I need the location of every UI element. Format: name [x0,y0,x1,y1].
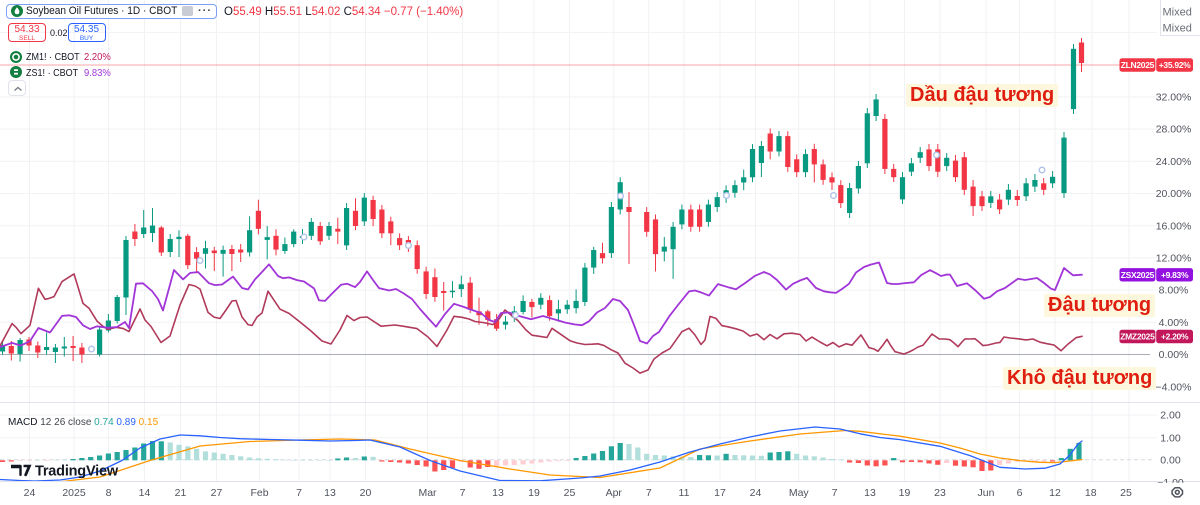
svg-text:6: 6 [1017,487,1023,499]
svg-text:12.00%: 12.00% [1156,253,1192,265]
svg-text:24: 24 [24,487,36,499]
svg-text:7: 7 [646,487,652,499]
svg-text:20.00%: 20.00% [1156,188,1192,200]
svg-text:32.00%: 32.00% [1156,92,1192,104]
svg-text:Mixed: Mixed [1163,22,1192,34]
svg-text:18: 18 [1085,487,1097,499]
svg-text:Feb: Feb [250,487,268,499]
svg-text:8: 8 [106,487,112,499]
svg-text:21: 21 [175,487,187,499]
svg-text:13: 13 [492,487,504,499]
svg-text:Mar: Mar [418,487,437,499]
svg-text:0.00: 0.00 [1160,454,1181,466]
svg-text:Mixed: Mixed [1163,6,1192,18]
svg-text:+9.83%: +9.83% [1161,270,1189,280]
svg-text:1.00: 1.00 [1160,432,1181,444]
svg-text:7: 7 [460,487,466,499]
svg-text:16.00%: 16.00% [1156,220,1192,232]
svg-text:13: 13 [864,487,876,499]
svg-text:2025: 2025 [62,487,86,499]
svg-text:12: 12 [1049,487,1061,499]
svg-text:8.00%: 8.00% [1159,285,1189,297]
svg-text:24: 24 [750,487,762,499]
svg-text:20: 20 [360,487,372,499]
svg-text:ZMZ2025: ZMZ2025 [1120,332,1155,342]
svg-text:19: 19 [899,487,911,499]
svg-text:7: 7 [296,487,302,499]
svg-text:4.00%: 4.00% [1159,317,1189,329]
svg-text:Jun: Jun [978,487,995,499]
svg-text:Apr: Apr [606,487,623,499]
svg-text:24.00%: 24.00% [1156,156,1192,168]
svg-text:TradingView: TradingView [35,463,119,478]
svg-text:0.00%: 0.00% [1159,349,1189,361]
svg-text:28.00%: 28.00% [1156,124,1192,136]
svg-text:2.00: 2.00 [1160,410,1181,422]
svg-text:+35.92%: +35.92% [1159,60,1191,70]
svg-text:May: May [789,487,810,499]
svg-text:ZLN2025: ZLN2025 [1121,60,1155,70]
svg-text:19: 19 [528,487,540,499]
svg-text:13: 13 [324,487,336,499]
svg-text:7: 7 [832,487,838,499]
svg-text:ZSX2025: ZSX2025 [1121,270,1155,280]
svg-text:11: 11 [679,487,690,499]
svg-text:25: 25 [1120,487,1132,499]
svg-text:27: 27 [211,487,223,499]
svg-text:+2.20%: +2.20% [1161,332,1189,342]
svg-text:17: 17 [714,487,726,499]
svg-text:25: 25 [564,487,576,499]
svg-text:14: 14 [139,487,151,499]
svg-text:−4.00%: −4.00% [1156,381,1192,393]
svg-text:23: 23 [934,487,946,499]
